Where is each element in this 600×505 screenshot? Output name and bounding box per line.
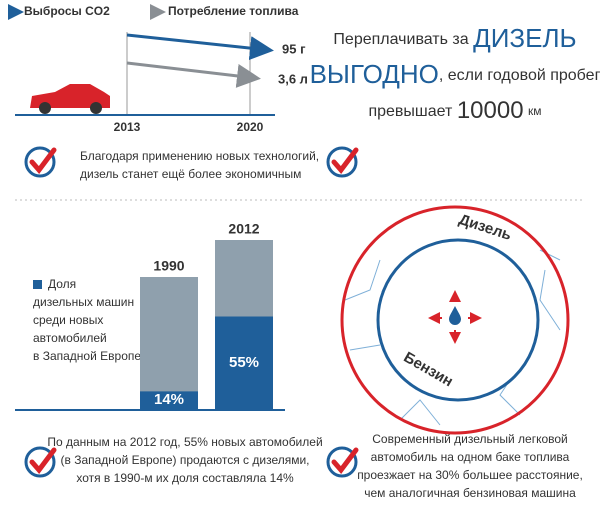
bar-share: [140, 391, 198, 410]
legend-text: Доля: [48, 277, 76, 291]
co2-line: [126, 33, 274, 61]
check-mark: [29, 447, 57, 474]
headline-highlight: дизель: [473, 23, 576, 53]
wheel: [90, 102, 102, 114]
headline-highlight: выгодно: [310, 59, 439, 89]
bar-label: 55%: [229, 354, 259, 371]
car: [30, 84, 110, 108]
headline-line: превышает 10000 км: [368, 97, 541, 124]
bar-year: 2012: [228, 221, 259, 237]
end-label: 3,6 л: [278, 71, 308, 86]
legend-text: в Западной Европе: [33, 349, 141, 363]
note-text: дизель станет ещё более экономичным: [80, 167, 301, 181]
bar-year: 1990: [153, 258, 184, 274]
note-text: (в Западной Европе) продаются с дизелями…: [60, 453, 309, 467]
headline-unit: км: [528, 104, 542, 118]
wheel: [39, 102, 51, 114]
headline-text: превышает: [368, 103, 453, 120]
note-text: чем аналогичная бензиновая машина: [364, 486, 576, 500]
year-label: 2020: [237, 120, 264, 134]
note-text: Благодаря применению новых технологий,: [80, 149, 319, 163]
legend-label: Потребление топлива: [168, 4, 299, 18]
check-icon: [326, 146, 358, 178]
note-text: хотя в 1990-м их доля составляла 14%: [76, 471, 294, 485]
bar-label: 14%: [154, 391, 184, 408]
headline-line: выгодно, если годовой пробег: [310, 59, 600, 89]
headline-text: , если годовой пробег: [439, 67, 600, 84]
check-icon: [326, 446, 358, 478]
check-icon: [24, 446, 56, 478]
headline: Переплачивать за дизель выгодно, если го…: [310, 23, 600, 124]
range-diagram: Дизель Бензин: [340, 205, 570, 435]
legend-text: среди новых: [33, 313, 103, 327]
petrol-circle: [376, 238, 540, 402]
note-text: автомобиль на одном баке топлива: [371, 450, 570, 464]
legend-swatch: [33, 280, 42, 289]
bar-total: [140, 277, 198, 410]
note-text: По данным на 2012 год, 55% новых автомоб…: [47, 435, 322, 449]
check-mark: [29, 147, 57, 174]
check-mark: [331, 147, 359, 174]
legend-text: автомобилей: [33, 331, 107, 345]
diesel-circle: [340, 205, 570, 435]
check-icon: [24, 146, 56, 178]
headline-text: Переплачивать за: [333, 31, 468, 48]
legend-label: Выбросы CO2: [24, 4, 110, 18]
cracks: [344, 249, 561, 426]
headline-number: 10000: [457, 97, 524, 124]
drop: [449, 306, 461, 325]
note-text: Современный дизельный легковой: [372, 432, 568, 446]
bar-share: [215, 316, 273, 410]
end-label: 95 г: [282, 41, 306, 56]
legend-text: дизельных машин: [33, 295, 134, 309]
fuel-line: [126, 61, 261, 88]
note-text: проезжает на 30% большее расстояние,: [357, 468, 583, 482]
headline-line: Переплачивать за дизель: [333, 23, 576, 53]
trend-panel: Выбросы CO2 Потребление топлива 95 г 3,6…: [8, 4, 308, 134]
check-mark: [331, 447, 359, 474]
year-label: 2013: [114, 120, 141, 134]
